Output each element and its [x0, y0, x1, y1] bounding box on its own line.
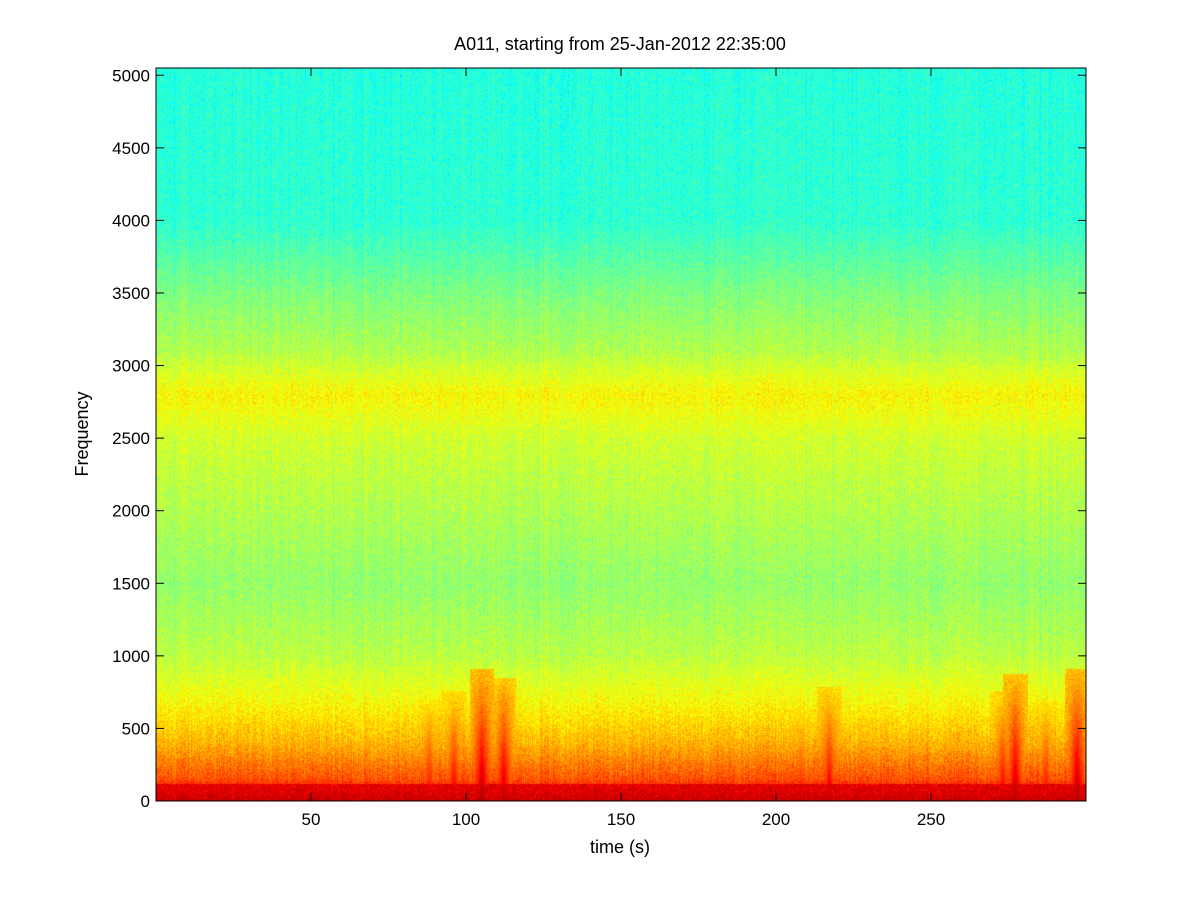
y-tick-label: 1500 — [112, 574, 150, 593]
x-tick-label: 150 — [607, 810, 635, 829]
y-tick-label: 1000 — [112, 647, 150, 666]
x-tick-label: 200 — [762, 810, 790, 829]
y-tick-label: 3500 — [112, 284, 150, 303]
y-tick-label: 2000 — [112, 502, 150, 521]
chart-title: A011, starting from 25-Jan-2012 22:35:00 — [454, 34, 786, 54]
x-tick-label: 50 — [302, 810, 321, 829]
x-axis-ticks: 50 100 150 200 250 — [302, 68, 945, 829]
y-tick-label: 4500 — [112, 139, 150, 158]
y-tick-label: 0 — [141, 792, 150, 811]
y-tick-label: 5000 — [112, 66, 150, 85]
x-tick-label: 250 — [917, 810, 945, 829]
y-tick-label: 2500 — [112, 429, 150, 448]
y-tick-label: 500 — [122, 719, 150, 738]
x-axis-label: time (s) — [590, 837, 650, 857]
y-tick-label: 3000 — [112, 357, 150, 376]
y-axis-label: Frequency — [72, 391, 92, 476]
x-tick-label: 100 — [452, 810, 480, 829]
y-tick-label: 4000 — [112, 211, 150, 230]
spectrogram-image — [156, 68, 1086, 801]
y-axis-ticks: 0 500 1000 1500 2000 2500 3000 3500 4000 4500 5000 — [112, 66, 1086, 811]
